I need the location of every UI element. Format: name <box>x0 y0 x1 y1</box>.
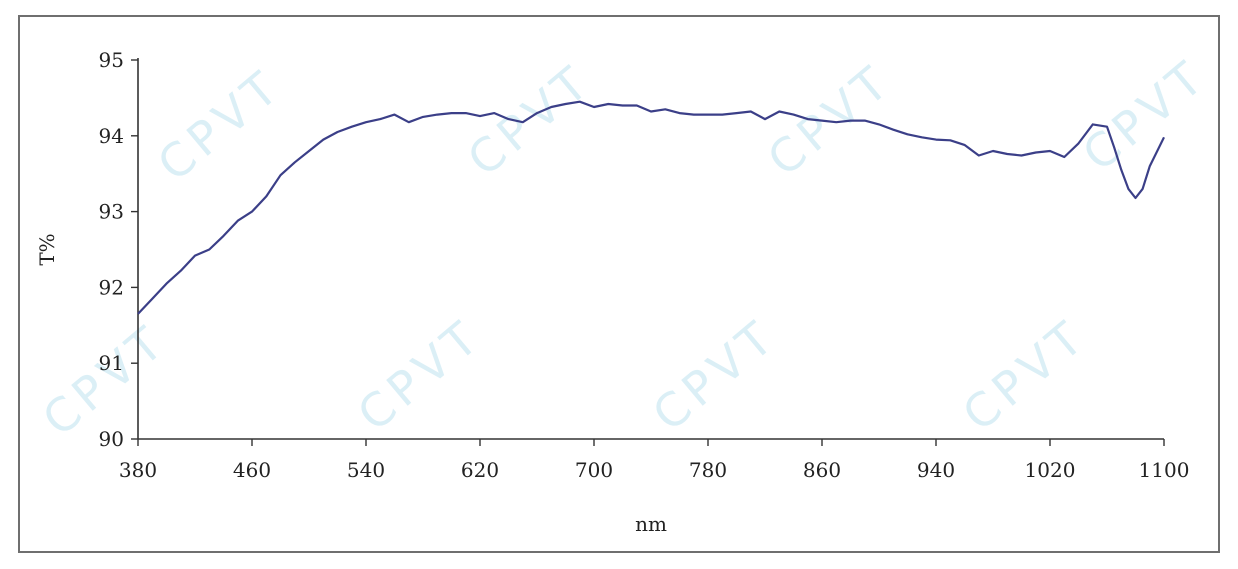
x-axis-ticks: 380 460 540 620 700 780 860 940 1020 1100 <box>119 439 1190 482</box>
watermark-text: CPVT <box>757 53 902 187</box>
y-tick-label: 95 <box>99 48 124 72</box>
x-tick-label: 540 <box>347 458 385 482</box>
x-tick-label: 1020 <box>1025 458 1076 482</box>
x-tick-label: 940 <box>917 458 955 482</box>
y-tick-label: 94 <box>99 124 124 148</box>
watermark-text: CPVT <box>1072 48 1217 182</box>
watermark-text: CPVT <box>147 58 292 192</box>
y-axis-label: T% <box>35 233 59 265</box>
watermark-text: CPVT <box>642 308 787 442</box>
y-tick-label: 91 <box>99 351 124 375</box>
x-tick-label: 380 <box>119 458 157 482</box>
axes <box>137 58 1164 440</box>
x-tick-label: 860 <box>803 458 841 482</box>
x-axis-label: nm <box>635 512 667 536</box>
x-tick-label: 620 <box>461 458 499 482</box>
y-tick-label: 93 <box>99 200 124 224</box>
y-tick-label: 90 <box>99 427 124 451</box>
chart-frame: CPVT CPVT CPVT CPVT CPVT CPVT CPVT CPVT 380 460 5… <box>18 15 1220 553</box>
x-tick-label: 460 <box>233 458 271 482</box>
watermark-text: CPVT <box>347 308 492 442</box>
x-tick-label: 1100 <box>1139 458 1190 482</box>
y-axis-ticks: 90 91 92 93 94 95 <box>99 48 138 451</box>
watermark-text: CPVT <box>952 308 1097 442</box>
x-tick-label: 700 <box>575 458 613 482</box>
x-tick-label: 780 <box>689 458 727 482</box>
y-tick-label: 92 <box>99 275 124 299</box>
watermark-text: CPVT <box>457 53 602 187</box>
series-line <box>137 100 1165 315</box>
